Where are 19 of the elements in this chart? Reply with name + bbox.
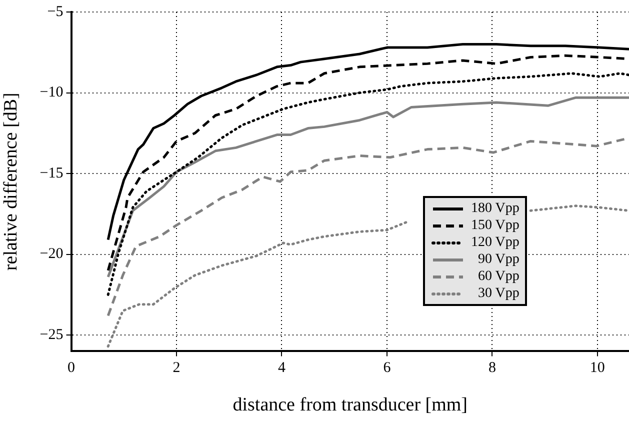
y-tick-label: −25 (40, 326, 64, 343)
y-axis-title: relative difference [dB] (0, 92, 22, 271)
y-tick-label: −10 (40, 84, 64, 101)
y-tick-label: −20 (40, 246, 64, 262)
x-tick-label: 2 (172, 360, 180, 376)
legend-label: 90 Vpp (477, 251, 520, 268)
y-tick-label: −15 (40, 165, 64, 182)
x-tick-label: 0 (68, 360, 76, 376)
x-tick-label: 8 (488, 360, 496, 376)
y-tick-label: −5 (47, 4, 64, 20)
legend-label: 30 Vpp (477, 285, 520, 302)
x-tick-label: 10 (590, 360, 605, 376)
legend-label: 60 Vpp (477, 268, 520, 285)
legend-label: 180 Vpp (471, 200, 520, 217)
x-tick-label: 4 (278, 360, 286, 376)
x-axis-title: distance from transducer [mm] (232, 394, 468, 416)
legend-label: 150 Vpp (471, 217, 520, 234)
legend-label: 120 Vpp (471, 234, 520, 251)
x-tick-label: 6 (383, 360, 392, 376)
